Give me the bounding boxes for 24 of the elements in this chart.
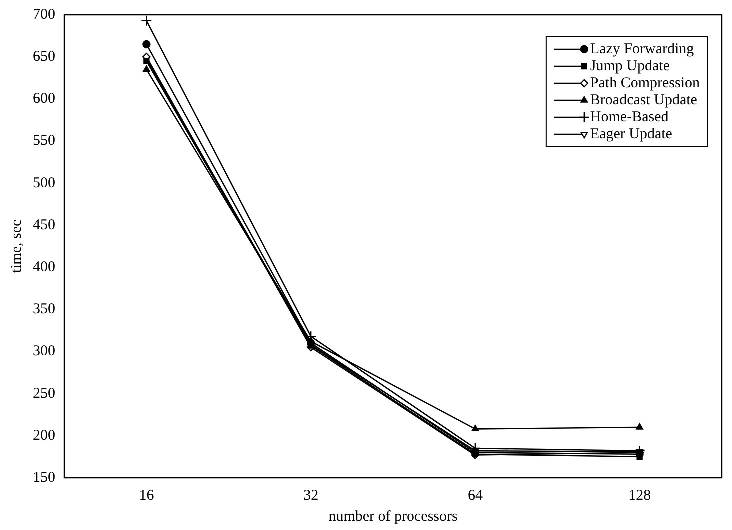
x-tick-label: 128: [628, 488, 652, 504]
y-tick-label: 200: [33, 428, 56, 444]
y-tick-label: 400: [33, 259, 56, 276]
legend-label: Broadcast Update: [590, 92, 698, 108]
legend-label: Path Compression: [590, 75, 700, 92]
y-axis-title: time, sec: [8, 220, 25, 274]
legend-label: Jump Update: [590, 58, 670, 74]
legend-label: Lazy Forwarding: [590, 41, 695, 58]
y-tick-label: 500: [33, 175, 56, 192]
y-tick-label: 700: [33, 6, 56, 23]
x-tick-label: 32: [304, 488, 319, 504]
y-tick-label: 650: [33, 49, 56, 66]
y-tick-label: 600: [33, 91, 56, 108]
x-tick-label: 16: [139, 488, 155, 504]
y-tick-label: 450: [33, 217, 56, 234]
y-tick-label: 550: [33, 133, 56, 150]
legend-label: Home-Based: [590, 109, 670, 126]
x-tick-label: 64: [468, 488, 484, 504]
y-tick-label: 150: [33, 470, 56, 486]
x-axis-title: number of processors: [328, 508, 458, 525]
legend-label: Eager Update: [590, 126, 673, 142]
y-tick-label: 250: [33, 386, 56, 402]
y-tick-label: 300: [33, 344, 56, 360]
y-tick-label: 350: [33, 302, 56, 318]
